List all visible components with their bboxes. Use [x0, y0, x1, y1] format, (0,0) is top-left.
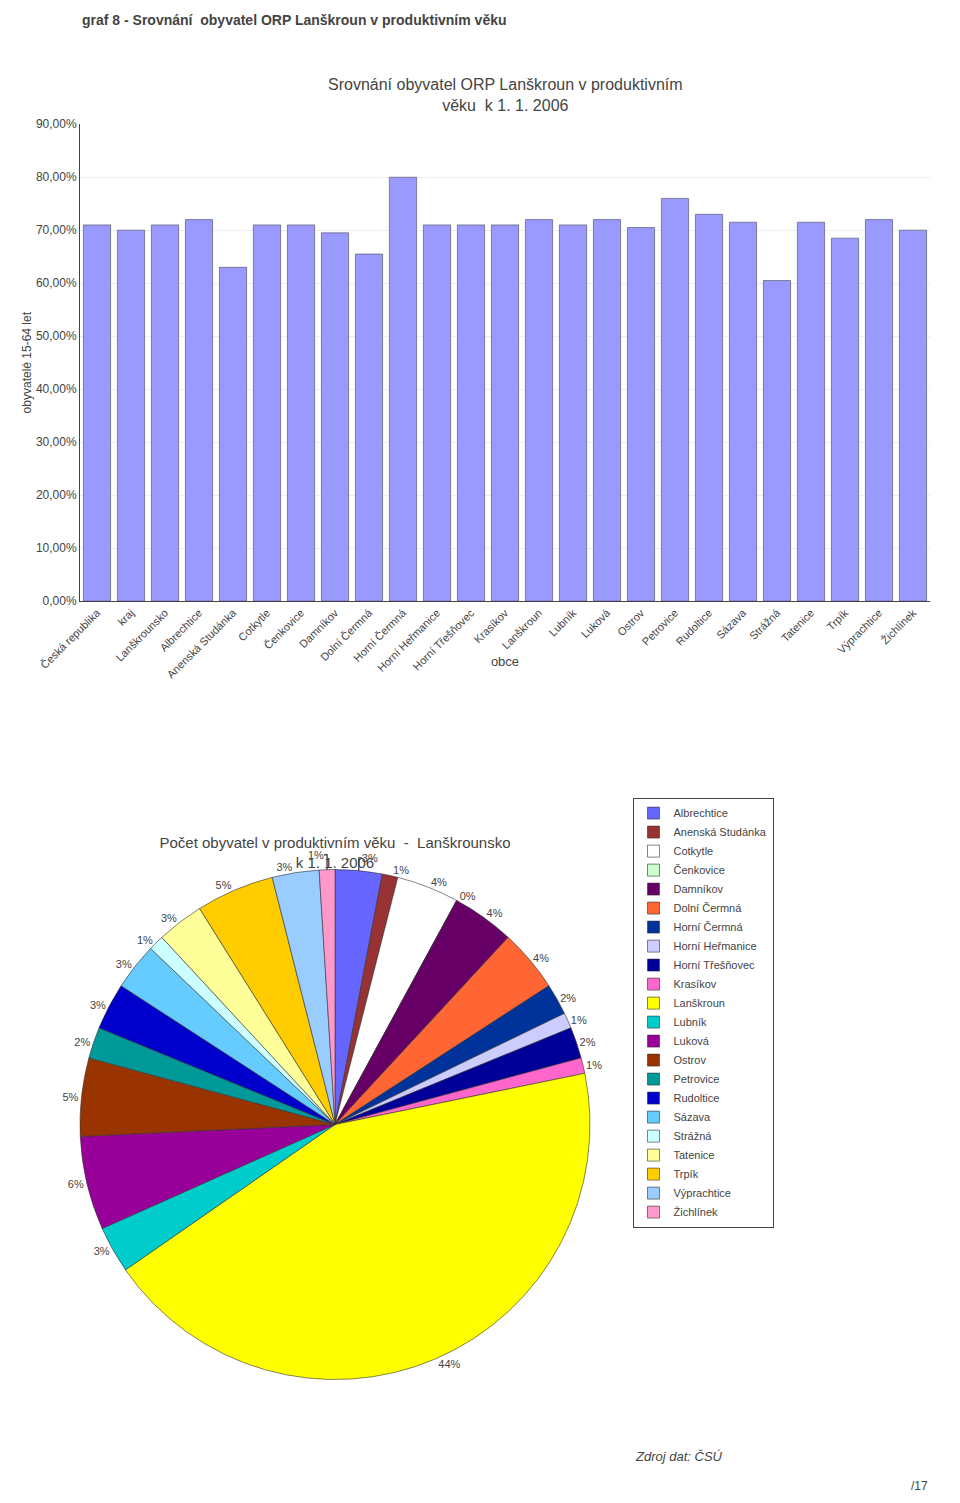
- svg-text:50,00%: 50,00%: [36, 329, 77, 343]
- svg-text:Trpík: Trpík: [824, 606, 850, 632]
- svg-text:0%: 0%: [460, 890, 476, 902]
- svg-text:1%: 1%: [137, 934, 153, 946]
- svg-text:Anenská Studánka: Anenská Studánka: [674, 826, 767, 838]
- svg-text:2%: 2%: [560, 992, 576, 1004]
- svg-text:Výprachtice: Výprachtice: [835, 607, 884, 656]
- svg-text:Lanškrounsko: Lanškrounsko: [113, 607, 170, 664]
- svg-text:4%: 4%: [431, 876, 447, 888]
- svg-text:90,00%: 90,00%: [36, 117, 77, 131]
- svg-text:Tatenice: Tatenice: [779, 607, 816, 644]
- svg-text:Albrechtice: Albrechtice: [674, 807, 728, 819]
- svg-text:Horní Heřmanice: Horní Heřmanice: [674, 940, 757, 952]
- svg-text:Horní Heřmanice: Horní Heřmanice: [375, 607, 442, 674]
- svg-text:Česká republika: Česká republika: [38, 606, 103, 671]
- svg-text:6%: 6%: [68, 1178, 84, 1190]
- svg-text:Čenkovice: Čenkovice: [262, 607, 307, 652]
- svg-text:80,00%: 80,00%: [36, 170, 77, 184]
- svg-text:Sázava: Sázava: [714, 606, 749, 641]
- svg-text:graf 8 - Srovnání obyvatel OR: graf 8 - Srovnání obyvatel ORP Lanškroun…: [82, 12, 507, 28]
- svg-text:Čenkovice: Čenkovice: [674, 864, 725, 876]
- svg-text:3%: 3%: [90, 999, 106, 1011]
- svg-text:70,00%: 70,00%: [36, 223, 77, 237]
- svg-text:1%: 1%: [308, 849, 324, 861]
- svg-text:/17: /17: [911, 1479, 928, 1493]
- svg-text:Strážná: Strážná: [674, 1130, 713, 1142]
- svg-text:Strážná: Strážná: [747, 606, 783, 642]
- svg-text:3%: 3%: [116, 958, 132, 970]
- svg-text:Cotkytle: Cotkytle: [236, 607, 273, 644]
- svg-text:Výprachtice: Výprachtice: [674, 1187, 731, 1199]
- svg-text:3%: 3%: [161, 912, 177, 924]
- svg-text:Lanškroun: Lanškroun: [674, 997, 725, 1009]
- svg-text:1%: 1%: [586, 1059, 602, 1071]
- svg-text:Damníkov: Damníkov: [674, 883, 724, 895]
- svg-text:Zdroj dat: ČSÚ: Zdroj dat: ČSÚ: [635, 1449, 723, 1464]
- svg-text:1%: 1%: [571, 1014, 587, 1026]
- svg-text:10,00%: 10,00%: [36, 541, 77, 555]
- svg-text:Ostrov: Ostrov: [615, 606, 647, 638]
- svg-text:Žichlínek: Žichlínek: [879, 606, 919, 646]
- svg-text:2%: 2%: [580, 1036, 596, 1048]
- svg-text:4%: 4%: [533, 952, 549, 964]
- svg-text:Anenská Studánka: Anenská Studánka: [165, 606, 239, 680]
- svg-text:Dolní Čermná: Dolní Čermná: [318, 606, 375, 663]
- svg-text:obyvatelé 15-64 let: obyvatelé 15-64 let: [20, 311, 34, 413]
- svg-text:Horní Čermná: Horní Čermná: [674, 921, 744, 933]
- svg-text:Cotkytle: Cotkytle: [674, 845, 714, 857]
- svg-text:Počet obyvatel v produktivním: Počet obyvatel v produktivním věku - Lan…: [159, 834, 510, 871]
- svg-text:Albrechtice: Albrechtice: [157, 607, 204, 654]
- svg-text:Tatenice: Tatenice: [674, 1149, 715, 1161]
- svg-text:44%: 44%: [438, 1358, 460, 1370]
- svg-text:Damníkov: Damníkov: [297, 606, 341, 650]
- svg-text:Krasíkov: Krasíkov: [472, 606, 511, 645]
- svg-text:Petrovice: Petrovice: [639, 607, 680, 648]
- svg-text:Srovnání obyvatel ORP Lanškrou: Srovnání obyvatel ORP Lanškroun v produk…: [328, 76, 683, 114]
- svg-text:obce: obce: [491, 654, 519, 669]
- svg-text:Krasíkov: Krasíkov: [674, 978, 717, 990]
- svg-text:Petrovice: Petrovice: [674, 1073, 720, 1085]
- svg-text:Ostrov: Ostrov: [674, 1054, 707, 1066]
- svg-text:40,00%: 40,00%: [36, 382, 77, 396]
- svg-text:Horní Čermná: Horní Čermná: [351, 606, 409, 664]
- svg-text:Dolní Čermná: Dolní Čermná: [674, 902, 743, 914]
- svg-text:3%: 3%: [362, 852, 378, 864]
- svg-text:Horní Třešňovec: Horní Třešňovec: [410, 606, 476, 672]
- svg-text:5%: 5%: [62, 1091, 78, 1103]
- svg-text:Trpík: Trpík: [674, 1168, 699, 1180]
- svg-text:Horní Třešňovec: Horní Třešňovec: [674, 959, 756, 971]
- svg-text:Rudoltice: Rudoltice: [673, 607, 714, 648]
- svg-text:Luková: Luková: [579, 606, 613, 640]
- svg-text:5%: 5%: [216, 879, 232, 891]
- svg-text:Sázava: Sázava: [674, 1111, 712, 1123]
- svg-text:kraj: kraj: [115, 607, 136, 628]
- svg-text:30,00%: 30,00%: [36, 435, 77, 449]
- svg-text:Rudoltice: Rudoltice: [674, 1092, 720, 1104]
- svg-text:60,00%: 60,00%: [36, 276, 77, 290]
- svg-text:20,00%: 20,00%: [36, 488, 77, 502]
- svg-text:Lubník: Lubník: [674, 1016, 708, 1028]
- svg-text:Lubník: Lubník: [546, 606, 578, 638]
- svg-text:1%: 1%: [393, 864, 409, 876]
- svg-text:2%: 2%: [74, 1036, 90, 1048]
- svg-text:Žichlínek: Žichlínek: [674, 1206, 719, 1218]
- svg-text:3%: 3%: [276, 861, 292, 873]
- svg-text:Lanškroun: Lanškroun: [499, 607, 544, 652]
- svg-text:3%: 3%: [94, 1245, 110, 1257]
- svg-text:4%: 4%: [487, 907, 503, 919]
- svg-text:0,00%: 0,00%: [43, 594, 77, 608]
- svg-text:Luková: Luková: [674, 1035, 710, 1047]
